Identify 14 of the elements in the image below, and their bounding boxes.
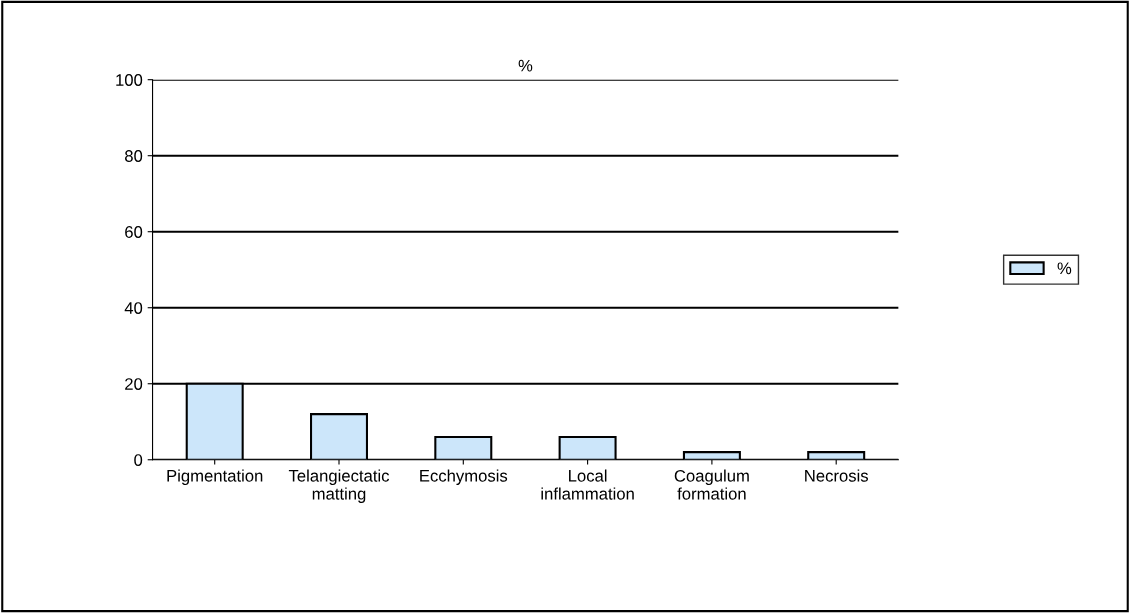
legend-label: % (1057, 262, 1072, 275)
y-tick-label: 20 (125, 378, 143, 390)
y-tick-label: 60 (125, 226, 143, 238)
x-tick-label: Ecchymosis (420, 469, 508, 486)
x-tick-label: Necrosis (805, 469, 869, 482)
x-tick-label: Coagulum formation (674, 469, 749, 500)
y-tick-label: 100 (116, 74, 143, 86)
y-tick-label: 80 (125, 150, 143, 162)
y-tick-label: 40 (124, 302, 143, 314)
y-tick-label: 0 (134, 454, 143, 466)
x-tick-label: Local inflammation (541, 469, 634, 500)
x-tick-label: Telangiectatic matting (288, 469, 390, 503)
x-tick-label: Pigmentation (167, 469, 263, 486)
chart-title: % (518, 59, 533, 72)
